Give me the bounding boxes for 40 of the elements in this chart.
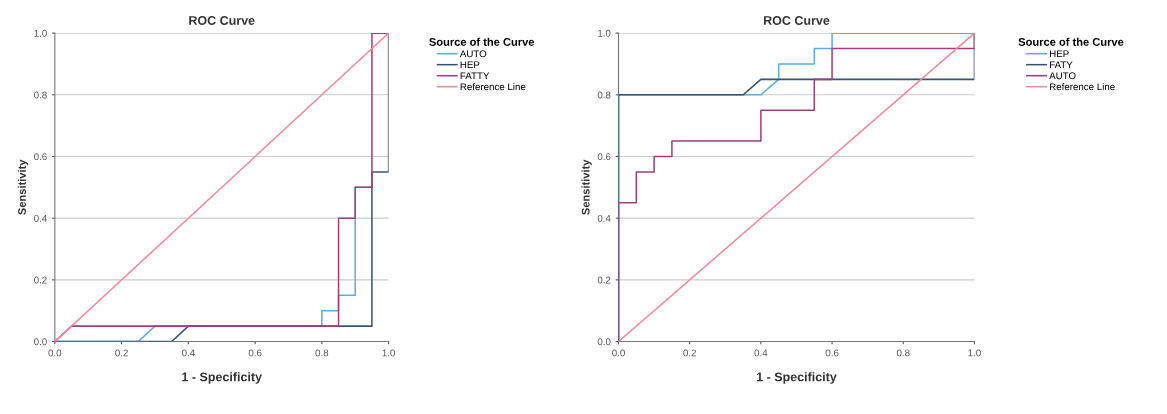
x-axis-title: 1 - Specificity	[182, 372, 262, 384]
x-tick-label: 1.0	[968, 349, 981, 357]
y-tick-label: 0.4	[597, 214, 611, 222]
x-tick-label: 0.2	[115, 349, 128, 357]
x-tick-label: 0.8	[896, 349, 910, 357]
y-axis-title: Sensitivity	[17, 159, 29, 215]
x-tick-label: 0.6	[825, 349, 839, 357]
chart-title: ROC Curve	[189, 16, 255, 25]
x-axis-title: 1 - Specificity	[756, 372, 837, 384]
y-tick-label: 0.2	[597, 276, 611, 284]
y-tick-label: 0.8	[597, 91, 611, 99]
legend-label: Reference Line	[1050, 83, 1115, 91]
legend-label: FATY	[1050, 61, 1073, 69]
legend-title: Source of the Curve	[1018, 37, 1124, 46]
x-tick-label: 0.4	[181, 349, 195, 357]
x-tick-label: 0.0	[48, 349, 62, 357]
y-tick-label: 1.0	[598, 29, 611, 37]
x-tick-label: 0.2	[683, 349, 696, 357]
x-tick-label: 0.4	[754, 349, 768, 357]
y-tick-label: 0.6	[34, 153, 47, 161]
x-tick-label: 1.0	[382, 349, 395, 357]
legend-label: HEP	[1050, 50, 1069, 58]
x-tick-label: 0.8	[315, 349, 329, 357]
legend-label: FATTY	[460, 72, 490, 80]
legend-label: Reference Line	[460, 83, 526, 91]
y-tick-label: 0.0	[34, 338, 47, 346]
y-tick-label: 0.4	[34, 214, 47, 222]
legend-label: AUTO	[1049, 72, 1076, 80]
legend-title: Source of the Curve	[429, 37, 535, 46]
y-tick-label: 1.0	[34, 29, 47, 37]
y-tick-label: 0.2	[34, 276, 47, 284]
x-tick-label: 0.0	[612, 349, 625, 357]
legend-label: AUTO	[459, 50, 487, 58]
y-tick-label: 0.0	[597, 338, 611, 346]
y-tick-label: 0.8	[34, 91, 47, 99]
chart-title: ROC Curve	[763, 16, 830, 25]
y-axis-title: Sensitivity	[581, 159, 592, 215]
y-tick-label: 0.6	[597, 153, 611, 161]
legend-label: HEP	[460, 61, 480, 69]
x-tick-label: 0.6	[248, 349, 262, 357]
